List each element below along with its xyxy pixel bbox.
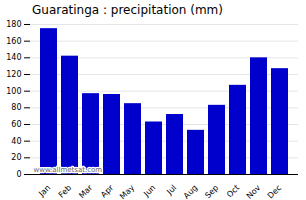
svg-text:www.allmetsat.com: www.allmetsat.com — [34, 166, 103, 174]
svg-text:Oct: Oct — [225, 183, 241, 199]
svg-text:Dec: Dec — [266, 183, 283, 200]
svg-text:120: 120 — [6, 70, 21, 79]
svg-text:Nov: Nov — [245, 183, 263, 200]
svg-text:60: 60 — [11, 120, 21, 129]
svg-text:180: 180 — [6, 20, 21, 29]
svg-text:Jul: Jul — [164, 183, 178, 197]
svg-text:Apr: Apr — [99, 183, 116, 200]
svg-text:Sep: Sep — [203, 183, 220, 200]
svg-text:160: 160 — [6, 37, 21, 46]
svg-text:Jan: Jan — [36, 183, 52, 199]
svg-text:May: May — [118, 183, 136, 200]
svg-text:140: 140 — [6, 53, 21, 62]
svg-text:80: 80 — [11, 103, 21, 112]
html-text:Guaratinga : precipitation (mm: Guaratinga : precipitation (mm) — [32, 3, 223, 17]
svg-text:Jun: Jun — [141, 183, 157, 199]
svg-text:Feb: Feb — [57, 183, 73, 199]
svg-text:100: 100 — [6, 87, 21, 96]
svg-text:0: 0 — [16, 170, 21, 179]
svg-text:20: 20 — [11, 153, 21, 162]
svg-text:Mar: Mar — [77, 183, 95, 200]
svg-text:Aug: Aug — [182, 183, 199, 200]
svg-text:40: 40 — [11, 137, 21, 146]
